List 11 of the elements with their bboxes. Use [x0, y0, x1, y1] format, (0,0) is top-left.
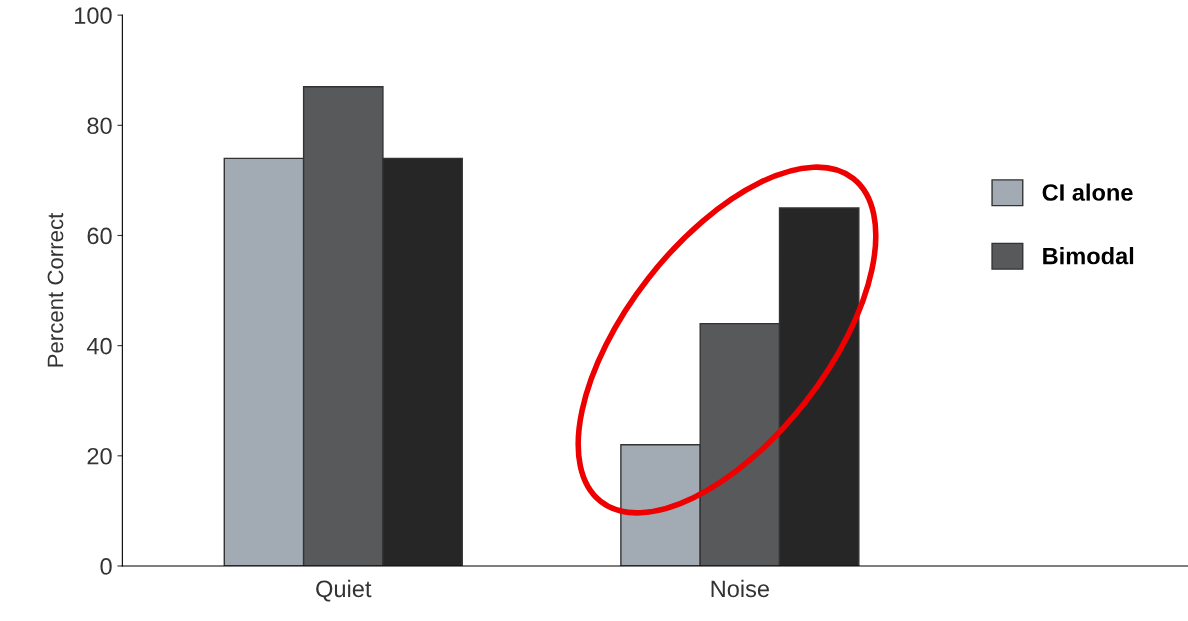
y-tick-label: 20 — [87, 447, 112, 465]
y-tick-label: 0 — [100, 558, 112, 575]
y-tick-label: 80 — [87, 117, 112, 135]
y-axis-title: Percent Correct — [47, 212, 64, 367]
y-tick-label: 100 — [75, 7, 112, 24]
legend-label: Bimodal — [1043, 247, 1134, 265]
x-tick-label: Noise — [711, 579, 769, 598]
legend-label: CI alone — [1042, 183, 1133, 201]
y-tick-label: 60 — [87, 227, 112, 245]
x-tick-label: Quiet — [316, 579, 372, 602]
y-tick-label: 40 — [86, 337, 112, 355]
